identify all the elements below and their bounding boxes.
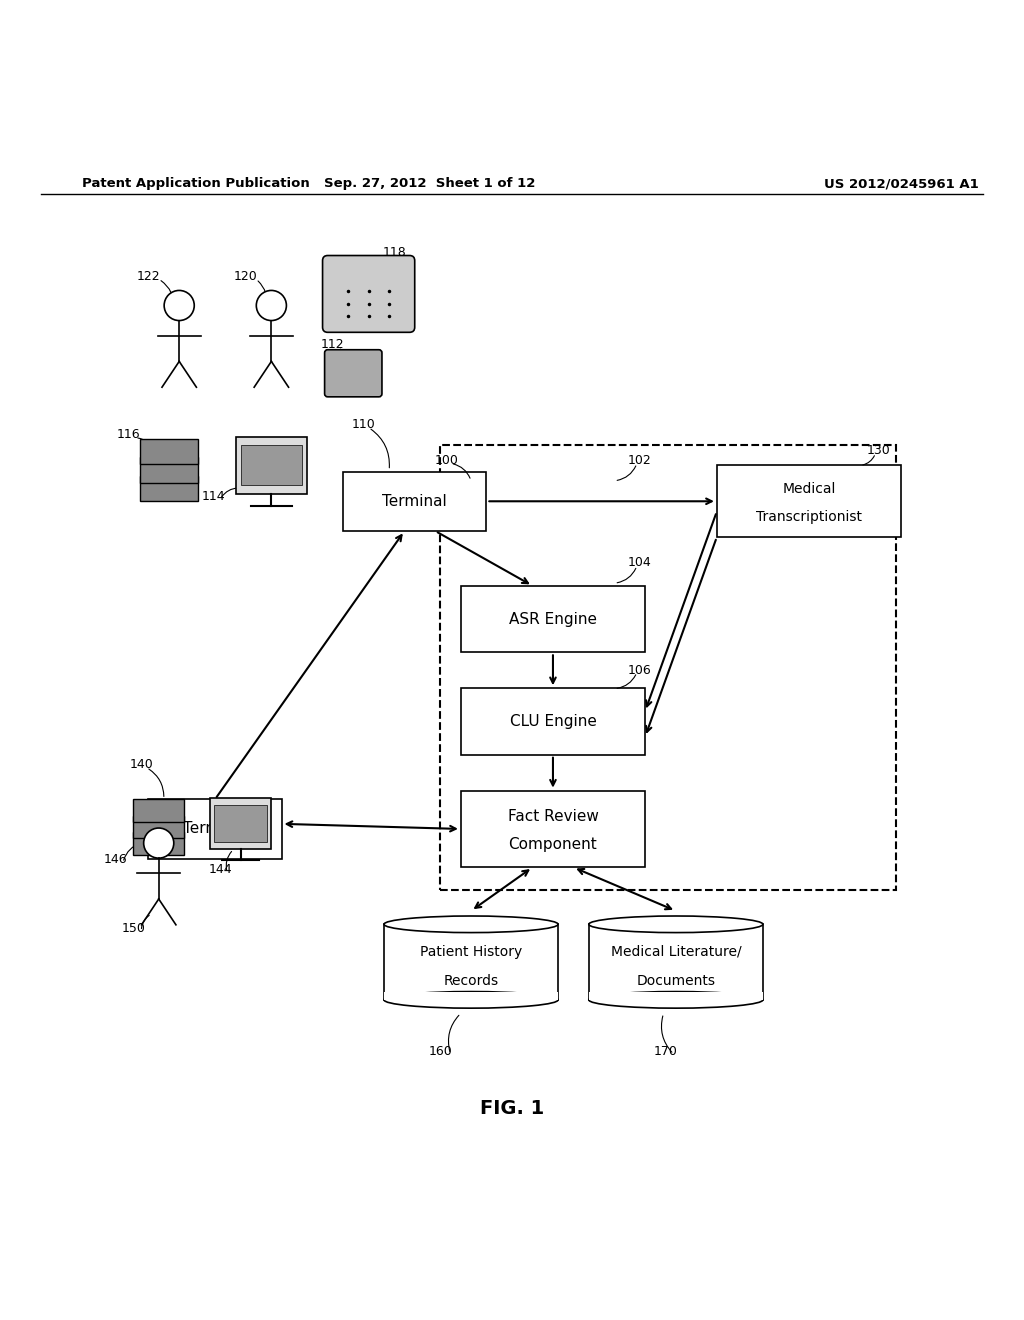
- FancyBboxPatch shape: [461, 586, 645, 652]
- Text: Fact Review: Fact Review: [508, 809, 598, 824]
- Ellipse shape: [384, 991, 558, 1008]
- Text: 106: 106: [628, 664, 652, 677]
- Text: Sep. 27, 2012  Sheet 1 of 12: Sep. 27, 2012 Sheet 1 of 12: [325, 177, 536, 190]
- Circle shape: [164, 290, 195, 321]
- Text: Component: Component: [509, 837, 597, 851]
- Circle shape: [143, 828, 174, 858]
- FancyBboxPatch shape: [461, 688, 645, 755]
- FancyBboxPatch shape: [133, 832, 184, 854]
- FancyBboxPatch shape: [461, 791, 645, 867]
- Text: 144: 144: [208, 863, 232, 876]
- Text: 150: 150: [121, 921, 145, 935]
- Text: 122: 122: [136, 269, 161, 282]
- Text: 110: 110: [351, 418, 376, 430]
- Text: 170: 170: [653, 1044, 678, 1057]
- FancyBboxPatch shape: [214, 805, 267, 842]
- Text: Records: Records: [443, 974, 499, 987]
- Polygon shape: [384, 991, 558, 999]
- Circle shape: [256, 290, 287, 321]
- Text: 140: 140: [129, 758, 154, 771]
- Polygon shape: [589, 924, 763, 999]
- Text: 100: 100: [434, 454, 459, 467]
- Text: Medical Literature/: Medical Literature/: [610, 945, 741, 958]
- Text: 146: 146: [103, 853, 128, 866]
- Text: 120: 120: [233, 269, 258, 282]
- Text: Patient History: Patient History: [420, 945, 522, 958]
- Text: CLU Engine: CLU Engine: [510, 714, 596, 729]
- Text: ASR Engine: ASR Engine: [509, 611, 597, 627]
- FancyBboxPatch shape: [323, 256, 415, 333]
- Text: 130: 130: [866, 444, 891, 457]
- Text: Transcriptionist: Transcriptionist: [756, 510, 862, 524]
- FancyBboxPatch shape: [140, 438, 198, 465]
- FancyBboxPatch shape: [717, 466, 901, 537]
- Ellipse shape: [589, 916, 763, 933]
- Text: Medical: Medical: [782, 482, 836, 496]
- Text: Patent Application Publication: Patent Application Publication: [82, 177, 309, 190]
- FancyBboxPatch shape: [241, 445, 302, 486]
- Text: Terminal: Terminal: [182, 821, 248, 837]
- FancyBboxPatch shape: [133, 816, 184, 838]
- Text: FIG. 1: FIG. 1: [480, 1100, 544, 1118]
- Text: 118: 118: [382, 246, 407, 259]
- Text: Documents: Documents: [636, 974, 716, 987]
- Text: 114: 114: [201, 490, 225, 503]
- FancyBboxPatch shape: [140, 457, 198, 483]
- Polygon shape: [589, 991, 763, 999]
- FancyBboxPatch shape: [343, 471, 486, 531]
- Text: US 2012/0245961 A1: US 2012/0245961 A1: [823, 177, 979, 190]
- FancyBboxPatch shape: [140, 475, 198, 502]
- Text: Terminal: Terminal: [382, 494, 447, 508]
- Text: 104: 104: [628, 556, 652, 569]
- Polygon shape: [384, 924, 558, 999]
- FancyBboxPatch shape: [210, 799, 271, 850]
- Text: 112: 112: [321, 338, 345, 351]
- FancyBboxPatch shape: [148, 800, 282, 858]
- Text: 102: 102: [628, 454, 652, 467]
- FancyBboxPatch shape: [236, 437, 307, 494]
- FancyBboxPatch shape: [325, 350, 382, 397]
- Ellipse shape: [384, 916, 558, 933]
- Text: 116: 116: [116, 428, 140, 441]
- Ellipse shape: [589, 991, 763, 1008]
- Text: 160: 160: [428, 1044, 453, 1057]
- FancyBboxPatch shape: [133, 800, 184, 822]
